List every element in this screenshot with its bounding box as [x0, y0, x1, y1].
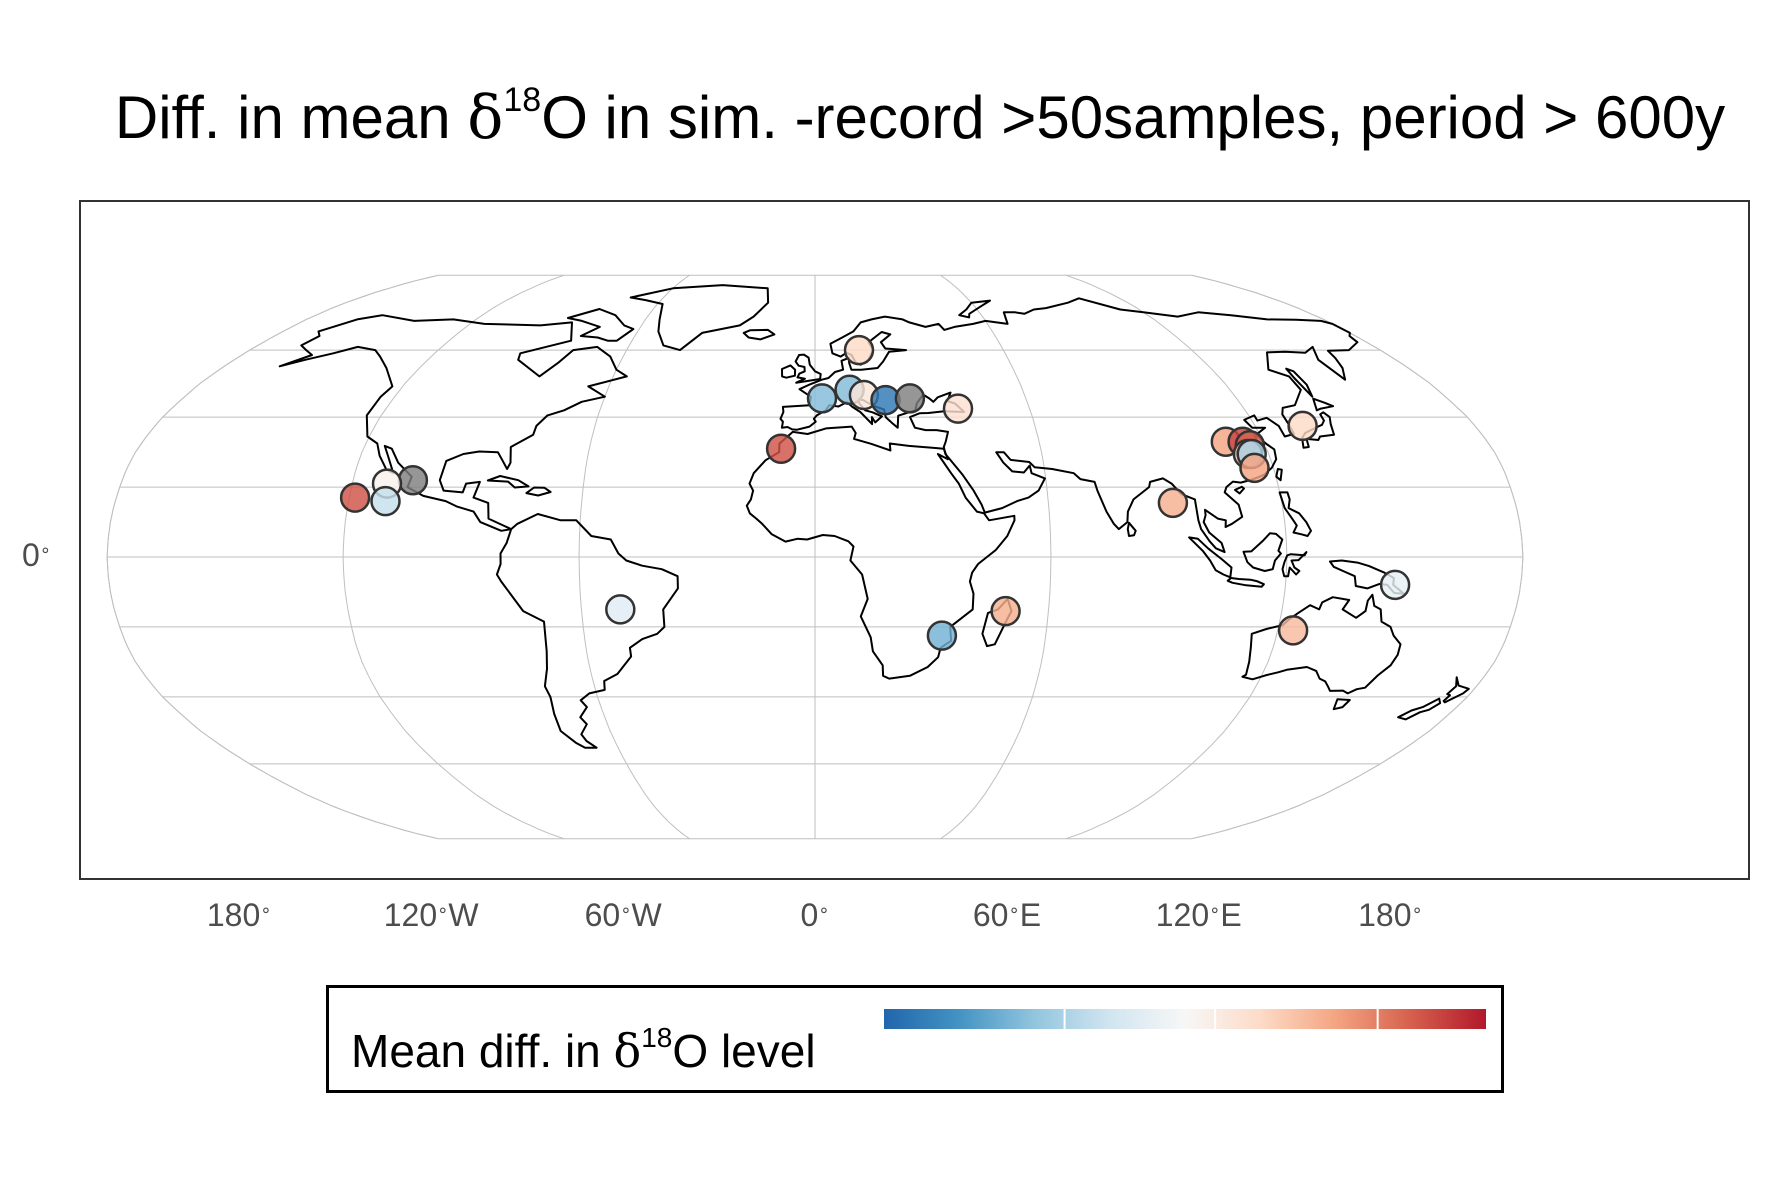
coastline-ireland — [781, 364, 797, 379]
x-tick-value: 180 — [206, 897, 261, 933]
map-frame — [79, 200, 1750, 880]
title-text-start: Diff. in mean — [114, 84, 468, 151]
x-tick-value: 60 — [972, 897, 1009, 933]
x-tick-hemisphere: E — [1220, 897, 1242, 933]
x-tick-label: 0∘ — [801, 897, 830, 934]
site-marker — [370, 485, 401, 517]
coastline-borneo — [1242, 532, 1284, 572]
degree-symbol: ∘ — [437, 900, 449, 920]
site-marker — [1287, 410, 1318, 442]
coastline-philippines — [1278, 491, 1312, 537]
x-tick-label: 120∘W — [384, 897, 479, 934]
site-marker — [1157, 487, 1189, 519]
x-tick-value: 180 — [1358, 897, 1412, 933]
coastline-sakhalin — [1285, 367, 1314, 398]
legend-text-end: O level — [672, 1025, 816, 1077]
site-marker — [339, 482, 371, 513]
x-tick-value: 0 — [800, 897, 819, 933]
x-tick-hemisphere: W — [448, 897, 479, 933]
coastline-sulawesi — [1281, 551, 1308, 578]
site-marker — [806, 383, 838, 414]
x-tick-label: 180∘ — [1358, 897, 1423, 934]
coastline-baffin — [566, 308, 635, 342]
coastline-eurasia — [779, 297, 1359, 554]
colorbar-gradient — [884, 1009, 1486, 1029]
x-tick-label: 180∘ — [207, 897, 272, 934]
title-text-end: O in sim. -record >50samples, period > 6… — [541, 84, 1726, 151]
legend-box: Mean diff. in δ18O level — [326, 985, 1504, 1093]
globe-outline — [106, 274, 1524, 840]
site-marker — [605, 594, 636, 625]
site-marker — [1239, 452, 1270, 484]
degree-symbol: ∘ — [39, 540, 52, 560]
site-marker — [1277, 615, 1309, 646]
site-marker — [765, 433, 797, 464]
x-tick-label: 60∘W — [585, 897, 662, 934]
coastline-cuba — [486, 475, 530, 489]
coastline-tasmania — [1332, 698, 1351, 711]
coastline-greenland — [629, 284, 770, 352]
coastlines — [278, 284, 1470, 749]
coastline-new-zealand-n — [1442, 676, 1470, 704]
site-markers — [339, 334, 1411, 651]
legend-superscript: 18 — [641, 1021, 673, 1053]
coastline-hispaniola — [525, 486, 552, 497]
site-marker — [926, 620, 958, 651]
site-marker — [843, 334, 875, 366]
y-tick-label: 0∘ — [22, 537, 51, 574]
graticule-lines — [106, 274, 1524, 840]
coastline-africa — [745, 425, 1016, 680]
x-tick-label: 60∘E — [973, 897, 1041, 934]
site-marker — [990, 595, 1021, 627]
degree-symbol: ∘ — [818, 900, 830, 920]
coastline-taiwan — [1275, 468, 1283, 482]
x-tick-hemisphere: W — [631, 897, 662, 933]
coastline-australia — [1241, 593, 1402, 695]
legend-delta-symbol: δ — [613, 1024, 642, 1078]
coastline-sri-lanka — [1126, 521, 1137, 537]
site-marker — [1379, 569, 1411, 601]
coastline-iceland — [742, 328, 776, 341]
coastline-new-zealand-s — [1397, 697, 1442, 721]
x-tick-value: 120 — [1155, 897, 1210, 933]
colorbar-ticks — [1063, 1009, 1379, 1029]
x-tick-label: 120∘E — [1156, 897, 1242, 934]
site-marker — [397, 464, 429, 496]
coastline-novaya-zemlya — [958, 299, 991, 319]
degree-symbol: ∘ — [260, 900, 272, 920]
coastline-java — [1226, 577, 1265, 588]
degree-symbol: ∘ — [1008, 900, 1020, 920]
chart-title: Diff. in mean δ18O in sim. -record >50sa… — [70, 83, 1770, 148]
degree-symbol: ∘ — [1411, 900, 1423, 920]
degree-symbol: ∘ — [1209, 900, 1221, 920]
degree-symbol: ∘ — [620, 900, 632, 920]
coastline-south-america — [495, 513, 679, 749]
y-tick-value: 0 — [22, 537, 40, 573]
site-marker — [942, 393, 974, 424]
x-tick-value: 120 — [383, 897, 438, 933]
legend-text-start: Mean diff. in — [351, 1025, 614, 1077]
colorbar — [884, 1009, 1486, 1029]
x-tick-value: 60 — [584, 897, 621, 933]
coastline-hokkaido — [1312, 397, 1335, 412]
coastline-great-britain — [794, 353, 822, 384]
site-marker — [894, 383, 926, 414]
coastline-hainan — [1234, 485, 1245, 495]
legend-title: Mean diff. in δ18O level — [351, 1021, 816, 1078]
x-tick-hemisphere: E — [1019, 897, 1042, 933]
coastline-north-america — [278, 314, 628, 532]
title-superscript: 18 — [503, 81, 542, 119]
title-delta-symbol: δ — [467, 83, 504, 153]
